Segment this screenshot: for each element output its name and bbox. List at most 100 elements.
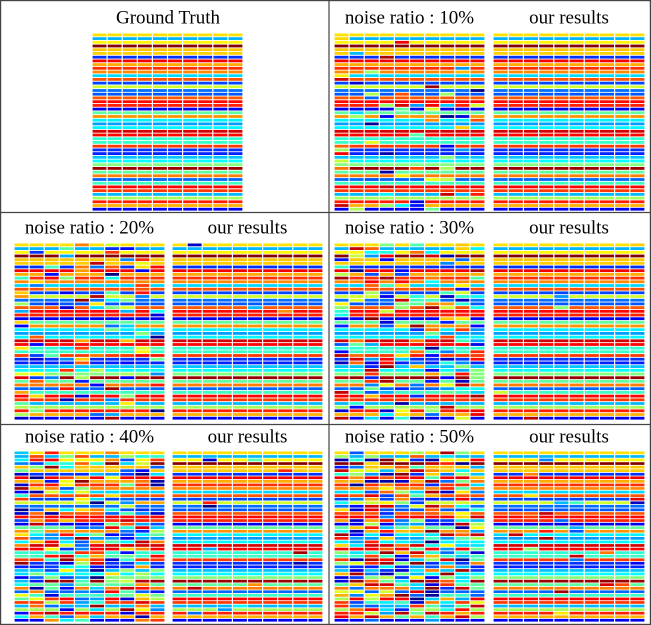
heatmap-cell (90, 247, 104, 250)
heatmap-cell (494, 347, 508, 350)
heatmap-cell (395, 310, 409, 313)
heatmap-cell (455, 494, 469, 497)
heatmap-cell (630, 171, 644, 174)
heatmap-cell (570, 258, 584, 261)
heatmap-cell (455, 466, 469, 469)
heatmap-cell (108, 48, 122, 51)
heatmap-cell (293, 537, 307, 540)
heatmap-cell (554, 505, 568, 508)
heatmap-cell (615, 262, 629, 265)
heatmap-cell (90, 487, 104, 490)
heatmap-cell (395, 34, 409, 37)
heatmap-cell (90, 244, 104, 247)
heatmap-cell (440, 93, 454, 96)
heatmap-cell (108, 85, 122, 88)
heatmap-cell (365, 299, 379, 302)
heatmap-cell (138, 137, 152, 140)
heatmap-cell (188, 395, 202, 398)
heatmap-cell (30, 605, 44, 608)
heatmap-cell (30, 339, 44, 342)
heatmap-cell (198, 41, 212, 44)
heatmap-cell (410, 251, 424, 254)
heatmap-cell (168, 174, 182, 177)
heatmap-cell (410, 325, 424, 328)
heatmap-cell (151, 558, 165, 561)
heatmap-cell (335, 350, 349, 353)
heatmap-cell (350, 491, 364, 494)
heatmap-cell (410, 594, 424, 597)
heatmap-cell (203, 590, 217, 593)
heatmap-cell (455, 174, 469, 177)
heatmap-cell (350, 384, 364, 387)
heatmap-cell (425, 409, 439, 412)
heatmap-cell (630, 262, 644, 265)
heatmap-cell (570, 376, 584, 379)
heatmap-cell (60, 258, 74, 261)
heatmap-cell (440, 409, 454, 412)
heatmap-cell (539, 100, 553, 103)
heatmap-cell (248, 258, 262, 261)
heatmap-cell (410, 89, 424, 92)
heatmap-cell (494, 469, 508, 472)
heatmap-cell (570, 373, 584, 376)
heatmap-cell (105, 350, 119, 353)
heatmap-cell (554, 130, 568, 133)
heatmap-cell (229, 34, 243, 37)
heatmap-cell (630, 208, 644, 211)
heatmap-cell (108, 34, 122, 37)
heatmap-cell (494, 462, 508, 465)
heatmap-cell (365, 594, 379, 597)
heatmap-cell (153, 134, 167, 137)
heatmap-cell (494, 244, 508, 247)
heatmap-cell (123, 178, 137, 181)
heatmap-cell (218, 299, 232, 302)
heatmap-cell (365, 60, 379, 63)
heatmap-cell (105, 347, 119, 350)
heatmap-cell (524, 269, 538, 272)
heatmap-cell (471, 566, 485, 569)
heatmap-cell (615, 149, 629, 152)
heatmap-cell (380, 269, 394, 272)
heatmap-cell (350, 197, 364, 200)
heatmap-cell (395, 74, 409, 77)
heatmap-cell (30, 551, 44, 554)
heatmap-cell (350, 354, 364, 357)
heatmap-cell (440, 115, 454, 118)
heatmap-cell (350, 317, 364, 320)
heatmap-cell (509, 387, 523, 390)
heatmap-cell (350, 45, 364, 48)
heatmap-cell (183, 152, 197, 155)
heatmap-cell (509, 97, 523, 100)
heatmap-cell (600, 476, 614, 479)
heatmap-cell (263, 328, 277, 331)
heatmap-cell (183, 104, 197, 107)
heatmap-cell (615, 97, 629, 100)
heatmap-cell (120, 343, 134, 346)
heatmap-cell (524, 505, 538, 508)
heatmap-cell (248, 480, 262, 483)
heatmap-cell (471, 555, 485, 558)
heatmap-cell (365, 587, 379, 590)
heatmap-cell (524, 119, 538, 122)
heatmap-cell (395, 498, 409, 501)
heatmap-cell (524, 380, 538, 383)
heatmap-cell (615, 505, 629, 508)
heatmap-cell (380, 197, 394, 200)
heatmap-cell (213, 171, 227, 174)
heatmap-cell (168, 119, 182, 122)
heatmap-cell (203, 484, 217, 487)
heatmap-cell (380, 82, 394, 85)
heatmap-cell (425, 104, 439, 107)
heatmap-cell (585, 291, 599, 294)
heatmap-cell (123, 200, 137, 203)
heatmap-cell (30, 269, 44, 272)
heatmap-cell (90, 501, 104, 504)
heatmap-cell (263, 280, 277, 283)
heatmap-cell (380, 137, 394, 140)
heatmap-cell (440, 197, 454, 200)
heatmap-cell (135, 277, 149, 280)
heatmap-cell (509, 336, 523, 339)
heatmap-cell (455, 255, 469, 258)
heatmap-cell (554, 354, 568, 357)
heatmap-cell (380, 358, 394, 361)
